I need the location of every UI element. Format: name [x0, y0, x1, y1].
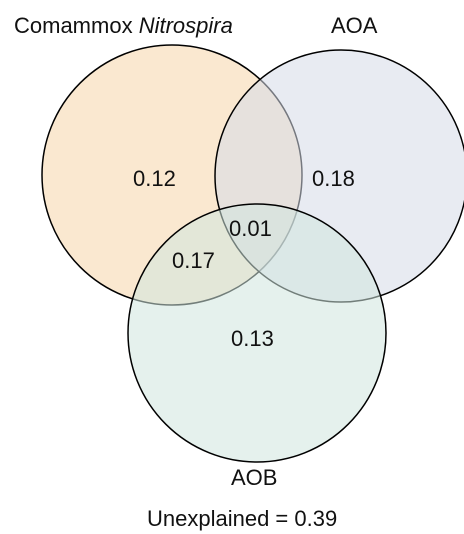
value-aob-only: 0.13: [231, 326, 274, 351]
set-label-comammox: Comammox Nitrospira: [14, 13, 233, 38]
set-label-aoa: AOA: [331, 13, 378, 38]
value-comammox-aob: 0.17: [172, 248, 215, 273]
value-aoa-only: 0.18: [312, 166, 355, 191]
value-comammox-only: 0.12: [133, 166, 176, 191]
set-label-aob: AOB: [231, 465, 277, 490]
aob-circle: [127, 203, 387, 463]
unexplained-label: Unexplained = 0.39: [147, 506, 337, 531]
value-all-three: 0.01: [229, 216, 272, 241]
